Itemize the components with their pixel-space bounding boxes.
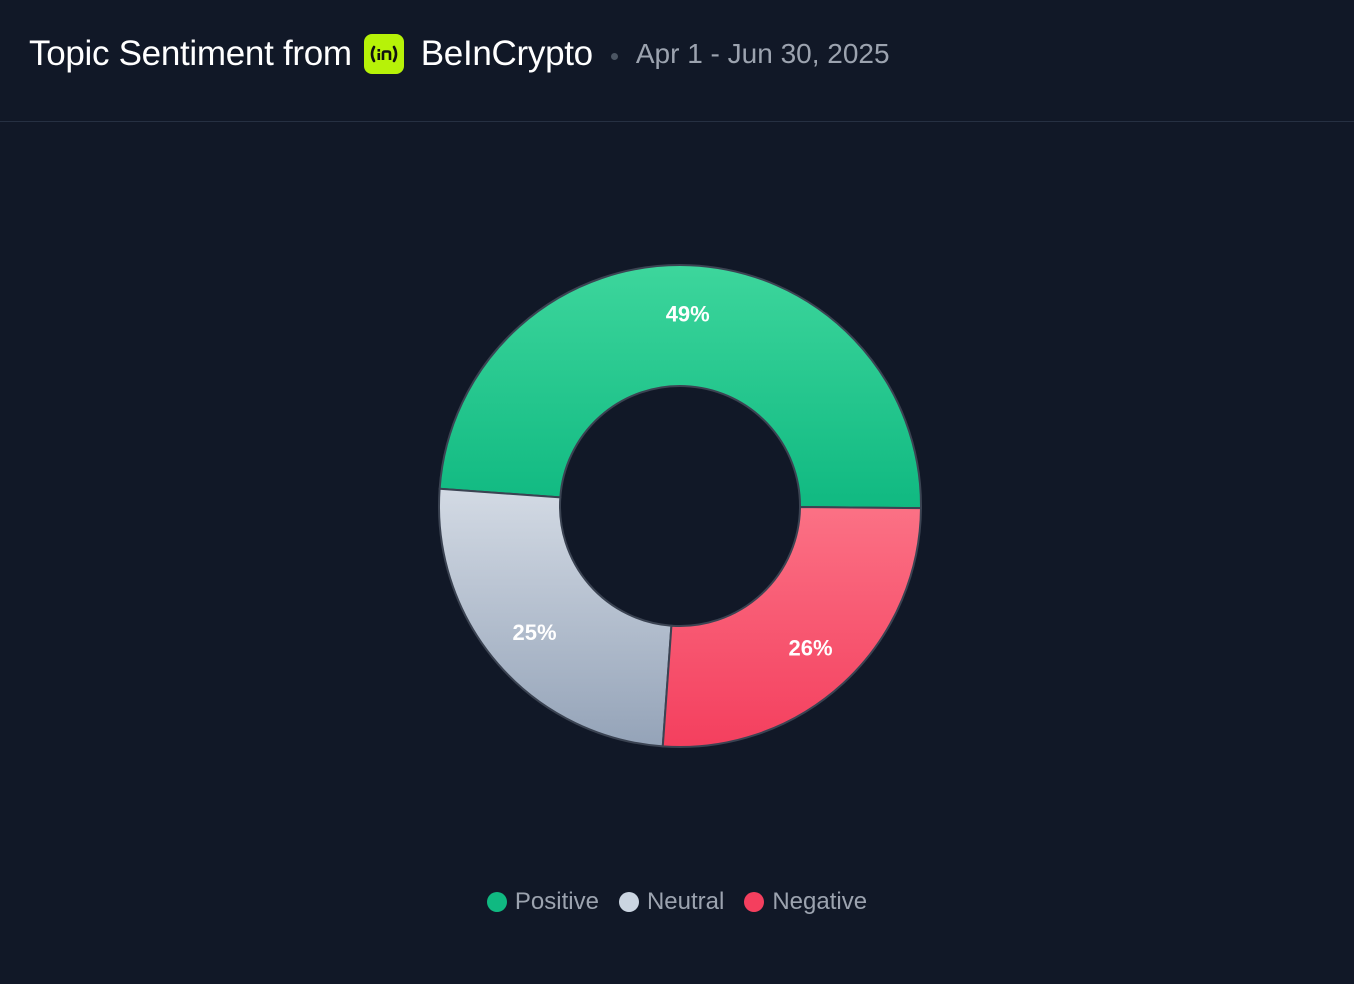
donut-chart: 49% 25% 26% bbox=[438, 264, 923, 748]
legend-label: Positive bbox=[514, 888, 599, 915]
separator-dot bbox=[610, 52, 618, 60]
date-range: Apr 1 - Jun 30, 2025 bbox=[635, 38, 890, 69]
legend-swatch-icon bbox=[486, 892, 507, 912]
chart-legend: Positive Neutral Negative bbox=[0, 888, 1354, 916]
legend-item-negative[interactable]: Negative bbox=[744, 888, 867, 916]
beincrypto-logo-icon bbox=[363, 34, 404, 74]
brand-name: BeInCrypto bbox=[420, 34, 593, 73]
slice-negative[interactable] bbox=[661, 506, 923, 748]
label-positive: 49% bbox=[666, 302, 710, 327]
legend-item-neutral[interactable]: Neutral bbox=[618, 888, 725, 916]
slice-neutral[interactable] bbox=[438, 487, 673, 748]
label-negative: 26% bbox=[789, 635, 833, 660]
label-neutral: 25% bbox=[512, 620, 556, 645]
legend-swatch-icon bbox=[744, 892, 765, 912]
title-row: Topic Sentiment from BeInCrypto Apr 1 - … bbox=[29, 32, 890, 76]
legend-swatch-icon bbox=[618, 892, 639, 912]
legend-label: Neutral bbox=[646, 888, 725, 915]
slice-positive[interactable] bbox=[438, 264, 922, 510]
chart-area: 49% 25% 26% bbox=[0, 123, 1354, 984]
chart-title: Topic Sentiment from bbox=[29, 34, 352, 73]
chart-header: Topic Sentiment from BeInCrypto Apr 1 - … bbox=[0, 0, 1354, 122]
legend-label: Negative bbox=[772, 888, 868, 915]
legend-item-positive[interactable]: Positive bbox=[486, 888, 599, 916]
